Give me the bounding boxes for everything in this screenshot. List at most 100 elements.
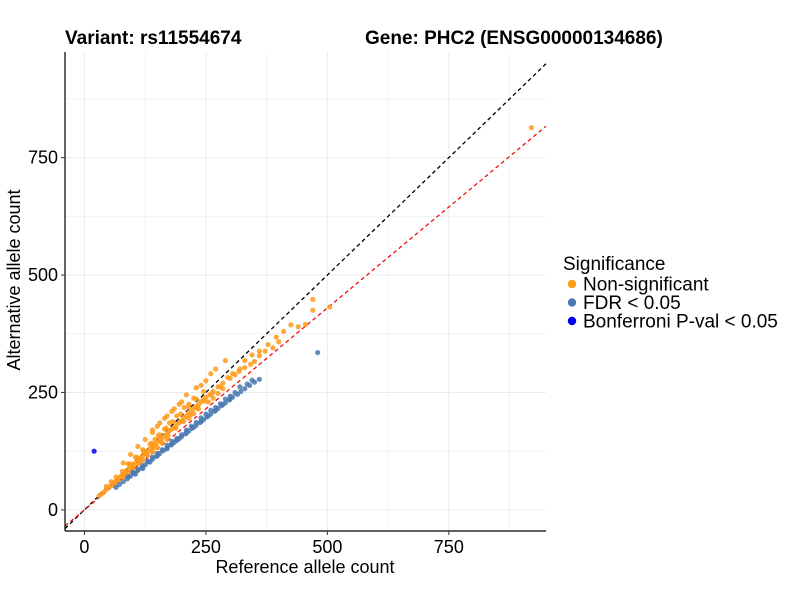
point-non-significant xyxy=(163,425,169,431)
point-non-significant xyxy=(120,474,126,480)
x-tick-label: 500 xyxy=(312,537,342,557)
point-non-significant xyxy=(227,375,233,381)
axes: 0 250 500 750 0 250 500 750 xyxy=(28,52,546,557)
point-non-significant xyxy=(265,341,271,348)
point-non-significant xyxy=(148,440,155,446)
point-non-significant xyxy=(127,461,133,467)
point-non-significant xyxy=(310,296,316,303)
y-tick-label: 500 xyxy=(28,265,58,285)
point-fdr-0-05 xyxy=(164,446,170,452)
point-non-significant xyxy=(170,418,176,425)
y-tick-label: 0 xyxy=(48,500,58,520)
point-non-significant xyxy=(159,440,165,446)
point-fdr-0-05 xyxy=(164,442,170,448)
point-fdr-0-05 xyxy=(213,407,219,413)
point-non-significant xyxy=(149,449,156,455)
legend-title: Significance xyxy=(563,254,665,275)
point-non-significant xyxy=(178,411,184,417)
point-fdr-0-05 xyxy=(147,459,153,465)
point-non-significant xyxy=(220,386,226,392)
x-axis-label: Reference allele count xyxy=(215,557,394,577)
point-non-significant xyxy=(262,348,268,354)
point-non-significant xyxy=(155,433,161,439)
point-non-significant xyxy=(247,361,254,367)
point-non-significant xyxy=(119,468,125,474)
point-fdr-0-05 xyxy=(183,430,190,436)
point-fdr-0-05 xyxy=(113,484,119,490)
reference-line-fit xyxy=(64,125,547,527)
point-non-significant xyxy=(213,366,219,372)
point-fdr-0-05 xyxy=(208,407,214,413)
point-non-significant xyxy=(173,425,179,431)
y-tick-label: 250 xyxy=(28,382,58,402)
point-fdr-0-05 xyxy=(205,413,211,419)
point-non-significant xyxy=(113,474,119,480)
point-fdr-0-05 xyxy=(227,396,233,402)
point-non-significant xyxy=(256,348,262,354)
point-non-significant xyxy=(134,454,140,460)
point-non-significant xyxy=(215,390,221,397)
point-non-significant xyxy=(180,418,187,425)
point-non-significant xyxy=(130,465,136,472)
point-non-significant xyxy=(302,321,309,327)
point-non-significant xyxy=(171,406,177,412)
legend-key-2 xyxy=(567,316,577,326)
point-non-significant xyxy=(222,357,228,364)
legend-label-2: Bonferroni P-val < 0.05 xyxy=(583,312,778,333)
point-non-significant xyxy=(191,410,197,417)
point-fdr-0-05 xyxy=(222,396,228,402)
point-non-significant xyxy=(142,436,148,443)
point-fdr-0-05 xyxy=(244,381,250,387)
point-non-significant xyxy=(183,392,190,398)
point-non-significant xyxy=(249,352,255,358)
point-non-significant xyxy=(242,364,248,371)
point-non-significant xyxy=(135,443,141,450)
point-non-significant xyxy=(174,413,180,419)
point-non-significant xyxy=(208,371,214,377)
point-non-significant xyxy=(281,328,287,335)
x-tick-label: 750 xyxy=(434,537,464,557)
point-non-significant xyxy=(135,461,141,467)
point-fdr-0-05 xyxy=(125,474,131,480)
point-non-significant xyxy=(205,399,211,405)
point-non-significant xyxy=(179,399,185,405)
point-fdr-0-05 xyxy=(198,415,204,421)
point-non-significant xyxy=(181,404,187,411)
point-non-significant xyxy=(186,415,192,421)
x-tick-label: 250 xyxy=(191,537,221,557)
point-fdr-0-05 xyxy=(154,453,160,459)
point-fdr-0-05 xyxy=(193,419,199,426)
point-non-significant xyxy=(96,493,102,499)
point-non-significant xyxy=(152,436,158,443)
point-non-significant xyxy=(242,357,248,364)
legend-key-0 xyxy=(567,279,577,289)
y-axis-label: Alternative allele count xyxy=(4,189,24,370)
point-non-significant xyxy=(276,339,282,345)
point-fdr-0-05 xyxy=(191,424,197,430)
point-fdr-0-05 xyxy=(135,466,141,473)
point-fdr-0-05 xyxy=(179,432,185,438)
y-tick-label: 750 xyxy=(28,148,58,168)
point-fdr-0-05 xyxy=(242,386,248,392)
point-non-significant xyxy=(127,451,134,458)
point-non-significant xyxy=(154,444,160,451)
legend-label-1: FDR < 0.05 xyxy=(583,293,681,314)
point-non-significant xyxy=(108,479,114,485)
point-non-significant xyxy=(295,324,301,330)
point-non-significant xyxy=(327,304,333,310)
point-non-significant xyxy=(220,380,226,386)
point-non-significant xyxy=(193,385,199,391)
chart-title-variant: Variant: rs11554674 xyxy=(65,28,242,49)
point-fdr-0-05 xyxy=(249,377,255,383)
reference-lines xyxy=(64,63,547,530)
gridlines xyxy=(65,52,546,531)
point-non-significant xyxy=(273,334,279,340)
point-fdr-0-05 xyxy=(232,389,238,396)
point-non-significant xyxy=(210,395,216,401)
point-fdr-0-05 xyxy=(237,384,243,390)
x-tick-label: 0 xyxy=(79,537,89,557)
point-fdr-0-05 xyxy=(140,465,146,472)
point-fdr-0-05 xyxy=(256,376,262,382)
